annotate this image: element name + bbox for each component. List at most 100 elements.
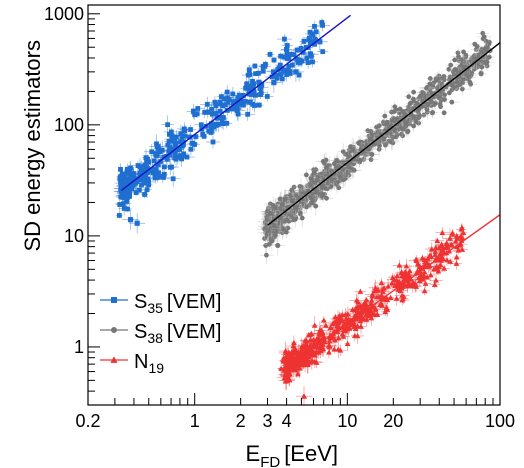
data-point [282, 196, 288, 202]
data-point [477, 52, 482, 58]
data-point [209, 111, 215, 117]
data-point [246, 88, 252, 93]
data-point [210, 139, 216, 145]
data-point [181, 142, 186, 148]
data-point [174, 134, 179, 140]
data-point [361, 156, 367, 162]
data-point [308, 51, 313, 57]
data-point [474, 61, 480, 67]
data-point [428, 98, 434, 104]
data-point [311, 170, 317, 176]
data-point [392, 104, 398, 110]
data-point [258, 85, 264, 90]
data-point [279, 206, 285, 212]
data-point [151, 158, 157, 164]
data-point [235, 111, 241, 117]
data-point [195, 106, 201, 111]
data-point [262, 63, 268, 69]
data-point [217, 108, 223, 114]
data-point [394, 273, 401, 279]
data-point [246, 84, 252, 89]
data-point [346, 164, 352, 170]
data-point [212, 99, 218, 105]
data-point [116, 213, 122, 218]
data-point [125, 206, 130, 212]
data-point [427, 81, 433, 87]
data-point [194, 111, 200, 117]
data-point [342, 176, 348, 181]
data-point [198, 122, 204, 128]
data-point [172, 155, 178, 161]
data-point [307, 182, 313, 188]
data-point [304, 204, 309, 210]
data-point [126, 181, 132, 186]
data-point [153, 166, 159, 172]
data-point [182, 133, 188, 139]
data-point [135, 163, 141, 168]
data-point [211, 124, 217, 130]
data-point [447, 258, 454, 264]
data-point [117, 176, 123, 182]
data-point [478, 70, 484, 76]
data-point [368, 136, 373, 142]
data-point [169, 133, 175, 139]
data-point [190, 108, 196, 114]
data-point [323, 185, 328, 191]
data-point [407, 101, 413, 106]
data-point [391, 109, 397, 114]
data-point [376, 123, 382, 129]
data-point [270, 69, 276, 75]
data-point [339, 331, 346, 337]
data-point [267, 210, 273, 216]
data-point [430, 110, 436, 115]
data-point [438, 104, 443, 110]
data-point [238, 99, 244, 105]
data-point [452, 57, 458, 63]
data-point [134, 220, 140, 226]
data-point [479, 64, 485, 70]
data-point [193, 134, 199, 140]
data-point [278, 53, 284, 59]
data-point [453, 67, 458, 72]
data-point [486, 54, 492, 60]
data-point [269, 238, 275, 244]
data-point [219, 119, 225, 125]
data-point [301, 39, 307, 44]
data-point [221, 96, 227, 102]
data-point [296, 72, 302, 78]
data-point [317, 39, 323, 45]
data-point [133, 190, 139, 196]
data-point [149, 149, 155, 155]
data-point [143, 155, 149, 161]
data-point [127, 217, 134, 223]
data-point [300, 189, 306, 195]
data-point [202, 109, 208, 115]
data-point [323, 165, 329, 170]
data-point [267, 52, 273, 57]
data-point [456, 69, 462, 75]
data-point [129, 178, 135, 183]
data-point [130, 174, 136, 179]
data-point [368, 157, 374, 162]
data-point [442, 92, 448, 98]
data-point [123, 195, 129, 201]
data-point [466, 74, 472, 80]
data-point [256, 102, 262, 108]
data-point [192, 142, 197, 147]
data-point [313, 189, 319, 195]
data-point [272, 205, 278, 211]
data-point [369, 152, 375, 157]
data-point [124, 198, 130, 204]
data-point [446, 66, 452, 72]
data-point [425, 101, 431, 107]
data-point [297, 210, 303, 216]
data-point [154, 141, 159, 147]
data-point [411, 89, 417, 95]
data-point [144, 165, 150, 170]
data-point [337, 174, 343, 180]
data-point [181, 126, 187, 132]
data-point [217, 100, 223, 106]
data-point [167, 152, 173, 158]
data-point [245, 111, 251, 117]
